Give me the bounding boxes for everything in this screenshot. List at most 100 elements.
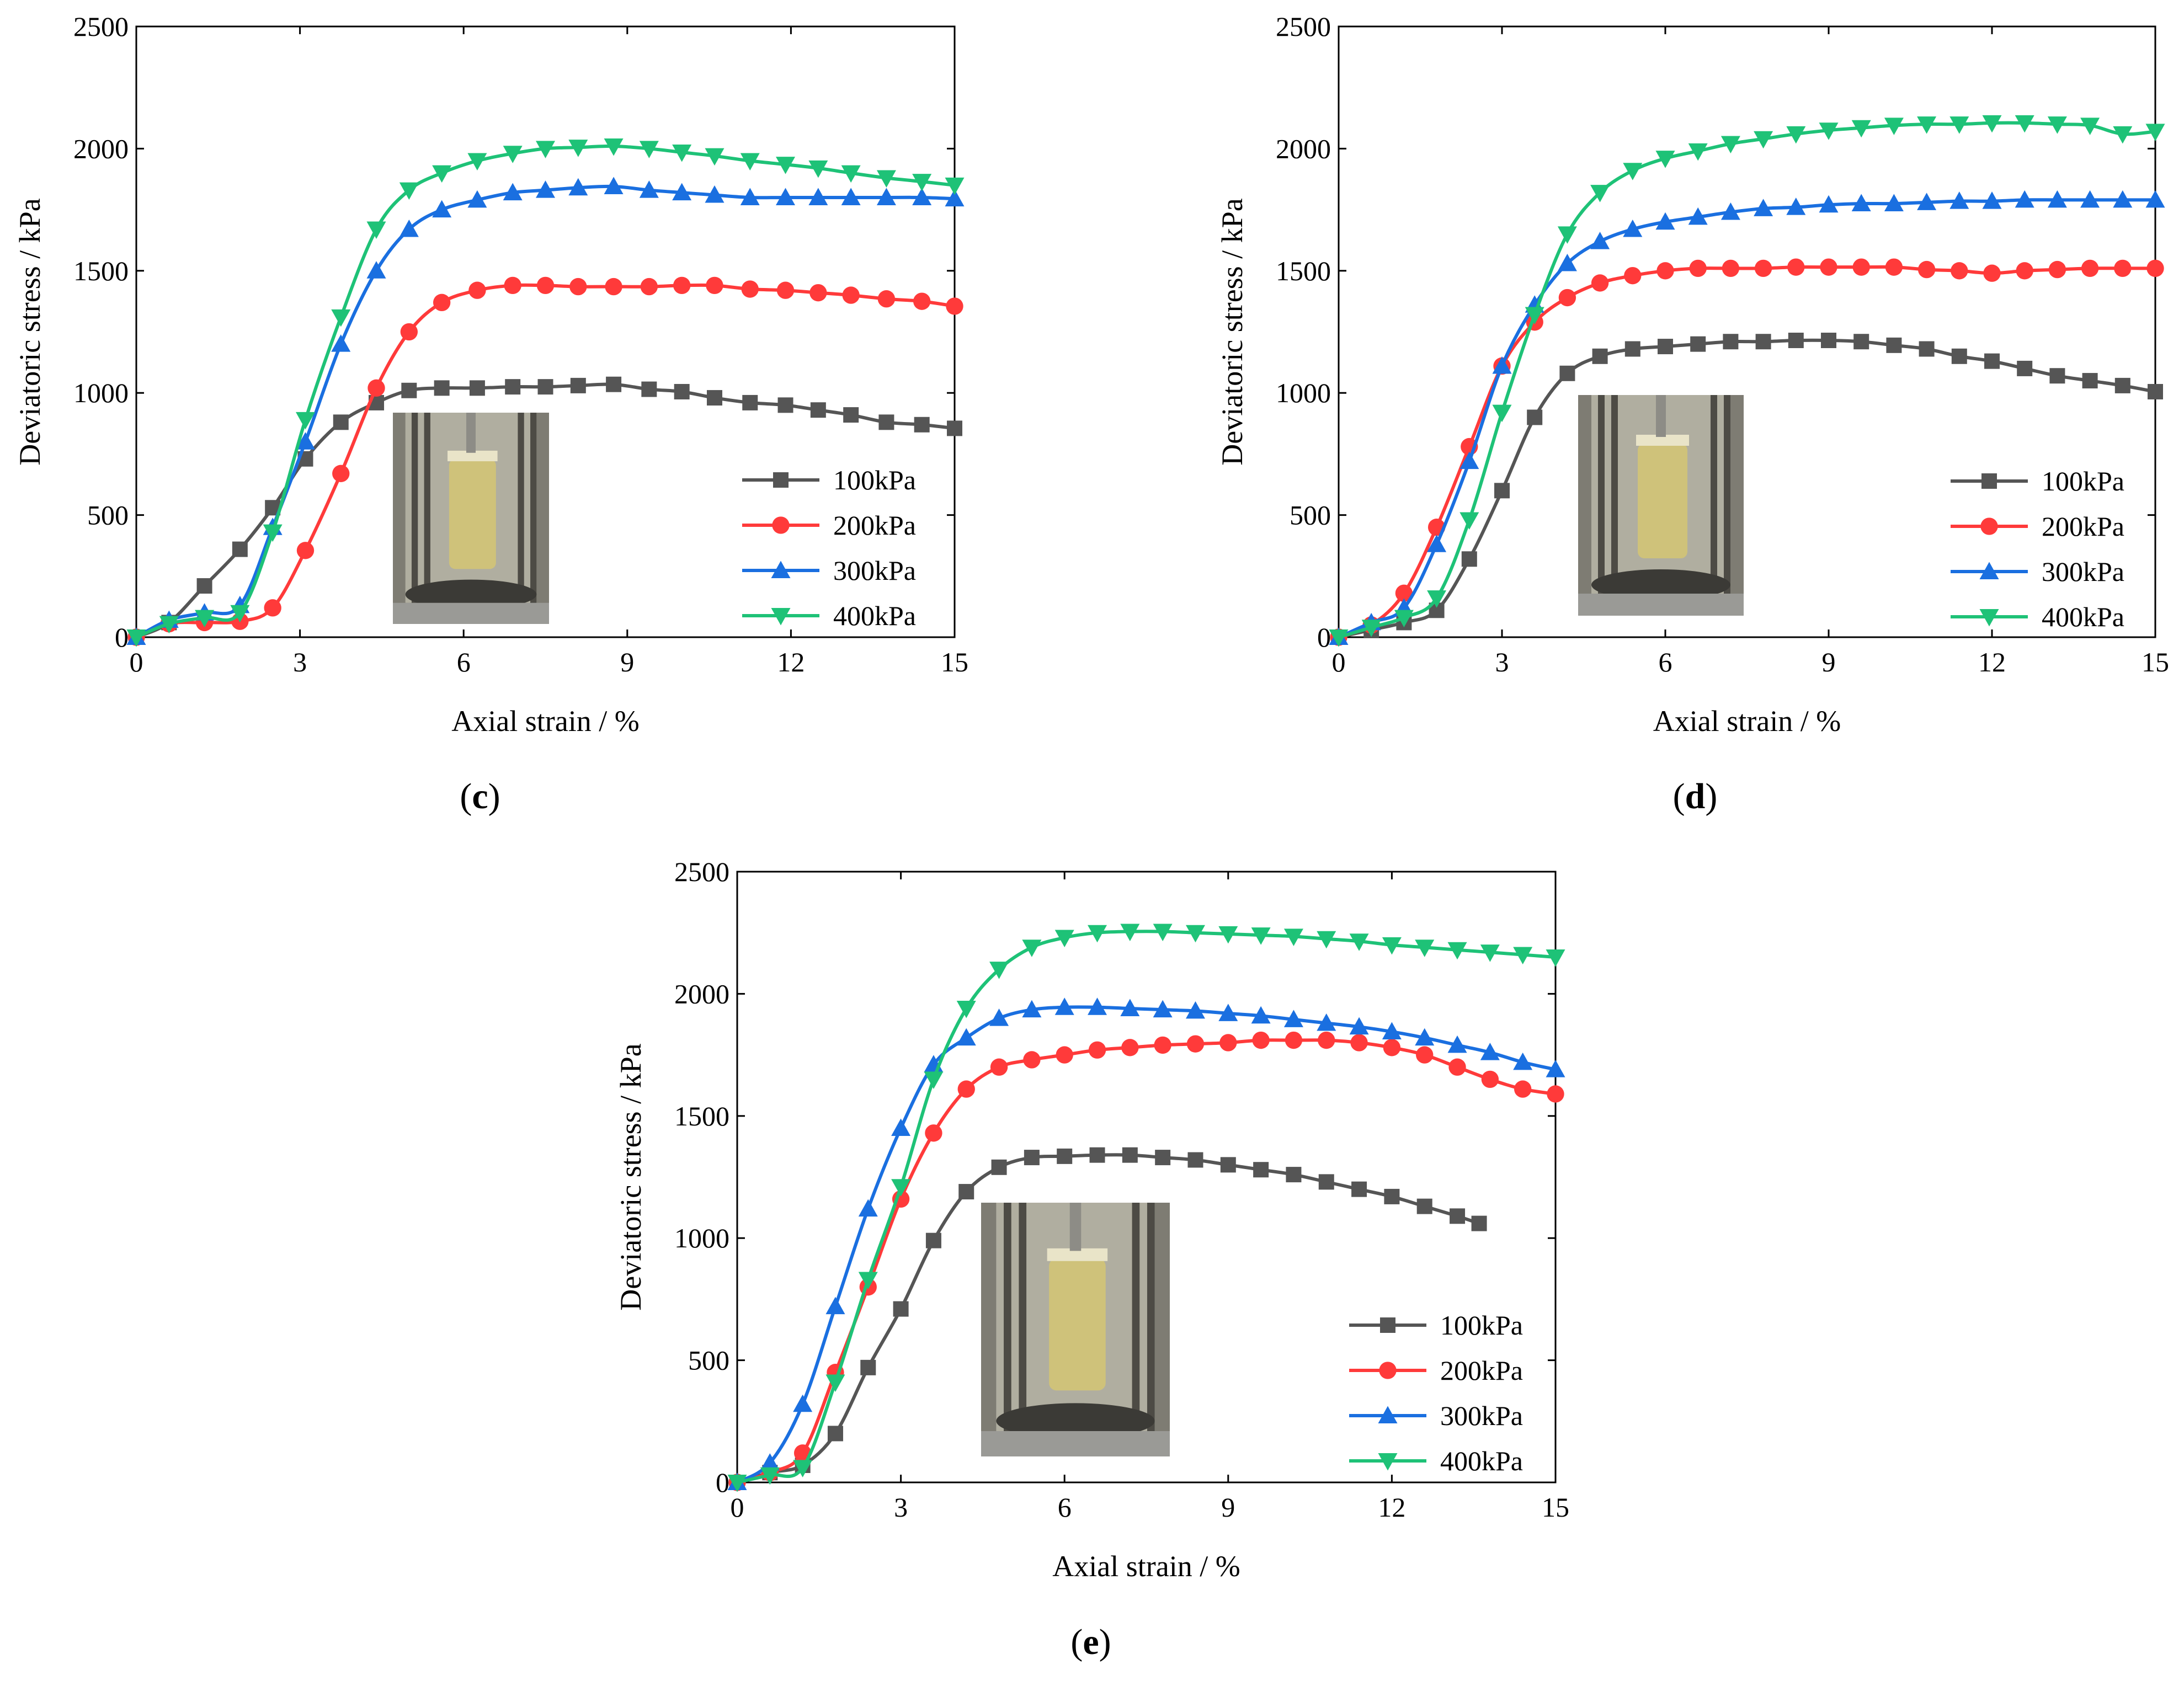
data-point (641, 381, 657, 397)
data-point (705, 148, 725, 166)
legend: 100kPa 200kPa 300kPa 400kPa (1951, 466, 2124, 632)
data-point (1658, 339, 1673, 355)
x-tick-label: 9 (1221, 1492, 1235, 1523)
data-point (1655, 151, 1675, 168)
data-point (1448, 1058, 1466, 1076)
y-axis-title: Deviatoric stress / kPa (614, 1043, 647, 1310)
data-point (295, 412, 315, 430)
data-point (503, 146, 523, 163)
x-tick-label: 12 (777, 647, 805, 677)
data-point (674, 383, 690, 399)
data-point (159, 616, 179, 634)
y-tick-label: 2500 (674, 856, 729, 887)
data-point (1382, 937, 1402, 955)
data-point (1982, 191, 2002, 209)
photo-cell-rod (1611, 395, 1618, 605)
data-point (2113, 190, 2133, 208)
data-point (1754, 259, 1772, 278)
data-point (1514, 1080, 1532, 1098)
photo-base (1578, 594, 1744, 616)
data-point (891, 1118, 911, 1136)
data-point (2113, 126, 2133, 144)
x-tick-label: 6 (1058, 1492, 1072, 1523)
plot-frame (135, 25, 956, 638)
data-point (1023, 1051, 1041, 1069)
panel-caption: (c) (460, 776, 500, 817)
data-point (432, 165, 452, 183)
data-point (1480, 1043, 1500, 1060)
legend-marker (773, 472, 789, 488)
x-tick-label: 0 (1332, 647, 1346, 677)
data-point (126, 629, 146, 647)
legend-label: 200kPa (2042, 511, 2124, 542)
legend-marker (1981, 473, 1997, 489)
data-point (947, 420, 962, 436)
data-point (957, 1080, 975, 1098)
data-point (469, 380, 485, 396)
data-point (1754, 199, 1773, 216)
photo-cell-rod (424, 413, 430, 613)
data-point (1088, 997, 1107, 1015)
x-tick-label: 15 (1542, 1492, 1569, 1523)
x-tick-label: 9 (1822, 647, 1836, 677)
photo-piston (466, 413, 476, 453)
data-point (1821, 332, 1836, 348)
legend: 100kPa 200kPa 300kPa 400kPa (742, 465, 916, 631)
data-point (1591, 274, 1609, 292)
data-point (1851, 194, 1871, 212)
data-point (1513, 947, 1533, 965)
series-line (135, 144, 955, 639)
data-point (2047, 116, 2067, 134)
series-200kPa (127, 276, 963, 646)
photo-specimen (449, 459, 496, 569)
data-point (2080, 118, 2100, 135)
data-point (1185, 925, 1205, 943)
legend-item: 200kPa (1349, 1355, 1523, 1386)
data-point (727, 1475, 747, 1492)
data-point (956, 1000, 976, 1018)
data-point (1447, 942, 1467, 960)
legend-marker (1980, 517, 1998, 535)
photo-cell-rod (530, 413, 537, 613)
y-tick-label: 2000 (674, 978, 729, 1009)
data-point (1054, 930, 1074, 948)
data-point (2082, 373, 2098, 389)
data-point (505, 379, 521, 395)
photo-cell-rod (1724, 395, 1730, 605)
data-point (1547, 1085, 1564, 1103)
y-tick-label: 1000 (674, 1223, 729, 1253)
data-point (1513, 1052, 1533, 1070)
data-point (568, 140, 588, 157)
x-tick-label: 3 (894, 1492, 908, 1523)
legend-item: 400kPa (742, 600, 916, 631)
data-point (1787, 258, 1805, 276)
data-point (1655, 212, 1675, 230)
data-point (1471, 1215, 1487, 1231)
x-tick-label: 3 (1495, 647, 1509, 677)
x-axis-title: Axial strain / % (451, 705, 639, 738)
data-point (1384, 1188, 1400, 1204)
data-point (1917, 116, 1937, 134)
data-point (760, 1467, 780, 1485)
y-tick-label: 0 (1317, 622, 1331, 653)
data-point (742, 394, 758, 410)
panel-caption: (d) (1673, 776, 1718, 817)
data-point (893, 1301, 909, 1317)
legend-label: 300kPa (2042, 556, 2124, 587)
data-point (776, 281, 795, 299)
data-point (1720, 136, 1740, 154)
data-point (808, 160, 828, 178)
y-tick-label: 2000 (73, 133, 129, 164)
data-point (1786, 126, 1806, 144)
series-400kPa (126, 138, 965, 647)
data-point (1982, 115, 2002, 133)
data-point (991, 1159, 1007, 1175)
legend-label: 400kPa (2042, 601, 2124, 632)
data-point (570, 377, 586, 393)
data-point (1623, 163, 1643, 180)
data-point (1623, 220, 1643, 237)
data-point (366, 261, 386, 279)
data-point (1557, 226, 1577, 244)
legend-marker (1979, 562, 1999, 579)
